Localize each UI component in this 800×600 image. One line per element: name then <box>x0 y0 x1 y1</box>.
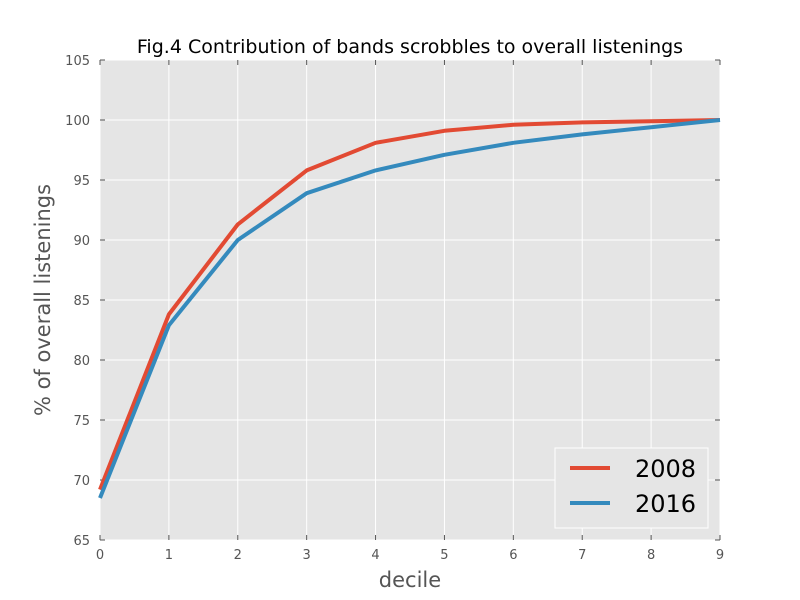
y-tick-label: 95 <box>73 174 90 189</box>
axis-ticks: 0 1 2 3 4 5 6 7 8 9 65 70 75 80 85 90 95 100 105 <box>65 54 724 563</box>
x-axis-label: decile <box>379 568 441 592</box>
x-tick-label: 1 <box>165 548 173 563</box>
legend-label-2016: 2016 <box>635 490 696 518</box>
x-tick-label: 6 <box>509 548 517 563</box>
y-tick-label: 90 <box>73 234 90 249</box>
series-line-2008 <box>98 118 721 491</box>
x-tick-label: 5 <box>440 548 448 563</box>
y-tick-label: 75 <box>73 414 90 429</box>
y-axis-label: % of overall listenings <box>31 184 55 416</box>
x-tick-label: 9 <box>716 548 724 563</box>
y-tick-label: 70 <box>73 474 90 489</box>
chart-title: Fig.4 Contribution of bands scrobbles to… <box>137 36 683 58</box>
y-tick-label: 85 <box>73 294 90 309</box>
x-tick-label: 3 <box>303 548 311 563</box>
legend-box <box>554 447 709 529</box>
x-tick-label: 0 <box>96 548 104 563</box>
x-tick-label: 7 <box>578 548 586 563</box>
y-tick-label: 65 <box>73 534 90 549</box>
x-tick-label: 4 <box>371 548 379 563</box>
y-tick-label: 105 <box>65 54 90 69</box>
x-tick-label: 2 <box>234 548 242 563</box>
y-tick-label: 80 <box>73 354 90 369</box>
series-lines <box>98 118 721 499</box>
x-tick-label: 8 <box>647 548 655 563</box>
legend-label-2008: 2008 <box>635 455 696 483</box>
y-tick-label: 100 <box>65 114 90 129</box>
legend: 2008 2016 <box>554 447 709 529</box>
series-line-2016 <box>98 118 721 499</box>
